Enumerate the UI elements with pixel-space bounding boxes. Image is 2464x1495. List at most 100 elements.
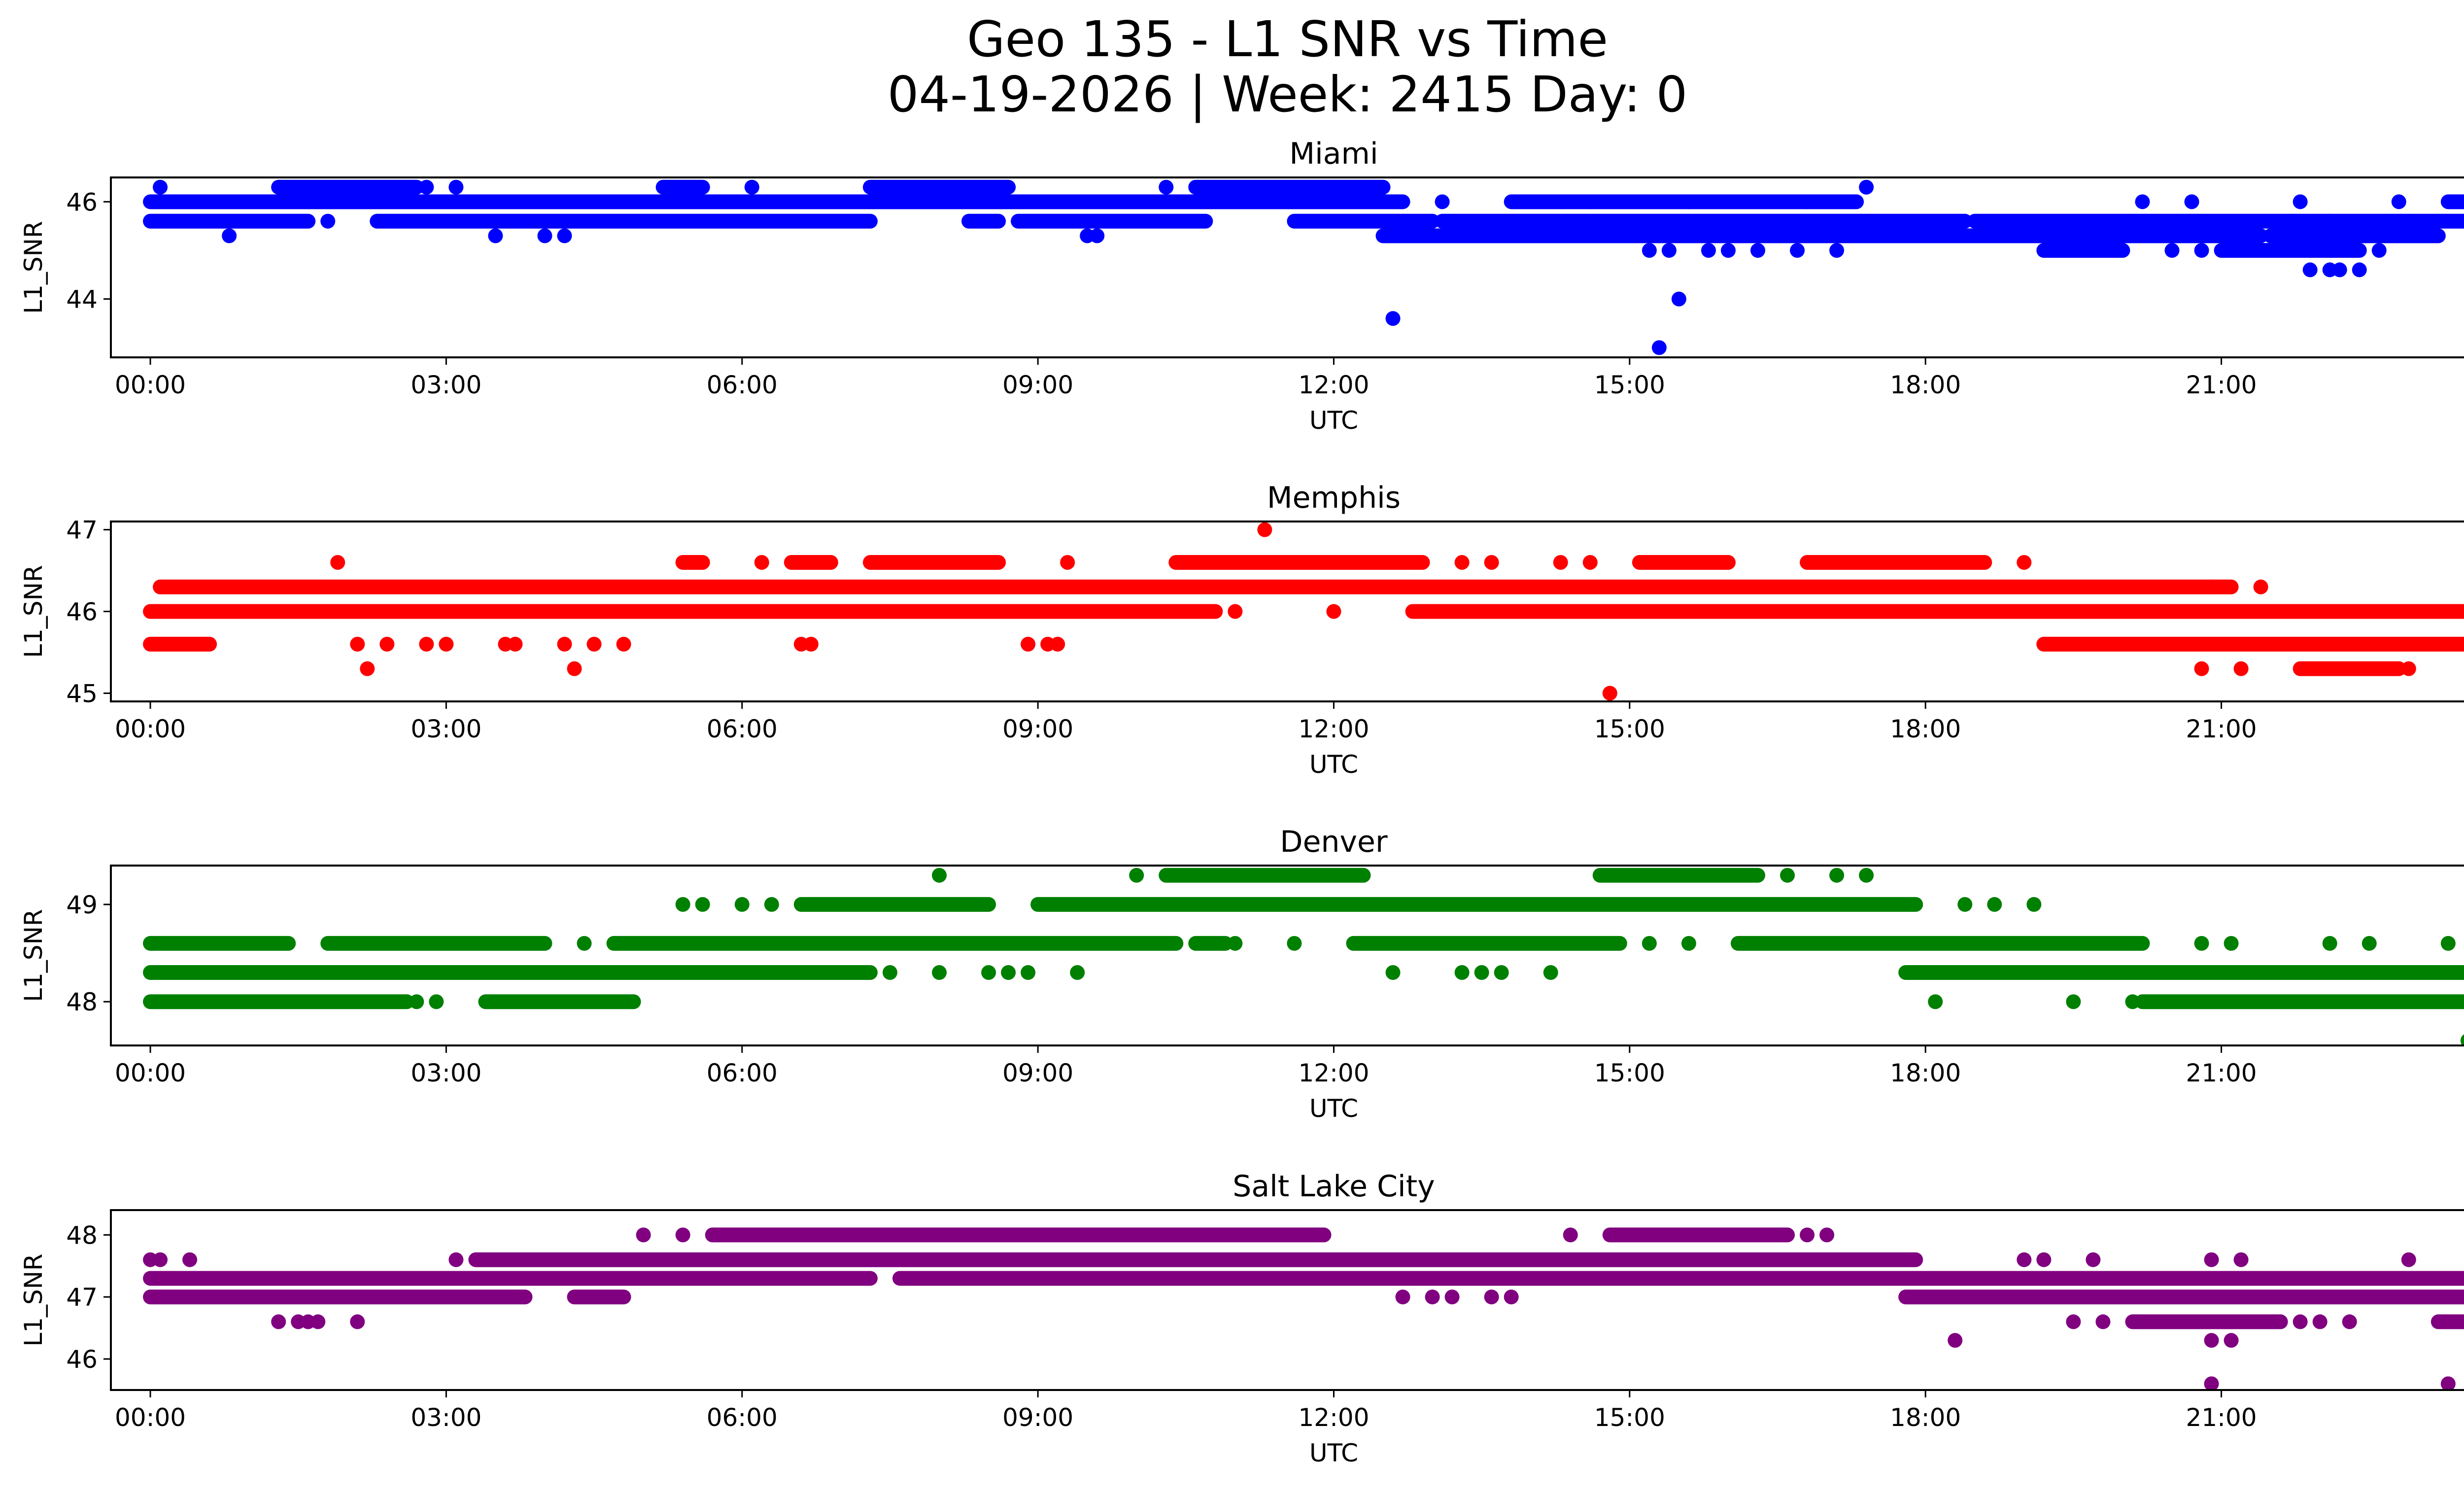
- data-point: [2401, 1252, 2416, 1267]
- y-axis-label: L1_SNR: [19, 565, 48, 658]
- data-point: [2233, 661, 2249, 676]
- x-axis-label: UTC: [1309, 406, 1358, 435]
- x-tick-label: 06:00: [707, 715, 778, 743]
- data-point: [488, 228, 503, 243]
- x-tick-label: 18:00: [1890, 371, 1961, 399]
- data-point: [2204, 1252, 2219, 1267]
- chart-panel-1: 00:00 03:00 06:00 09:00 12:00 15:00 18:00 21:00…: [19, 137, 2464, 435]
- chart-panel-4: 00:00 03:00 06:00 09:00 12:00 15:00 18:00 21:00…: [19, 1169, 2464, 1467]
- data-point: [2293, 1314, 2308, 1329]
- data-point: [616, 636, 631, 652]
- data-point: [379, 636, 395, 652]
- y-tick-label: 48: [66, 1221, 98, 1250]
- data-point: [1819, 1227, 1835, 1243]
- x-tick-label: 15:00: [1594, 715, 1665, 743]
- data-point: [1484, 1289, 1499, 1305]
- data-point: [1484, 555, 1499, 570]
- x-tick-label: 12:00: [1298, 715, 1369, 743]
- y-axis-label: L1_SNR: [19, 909, 48, 1002]
- data-point: [1829, 243, 1845, 258]
- data-point: [1444, 1289, 1460, 1305]
- data-point: [2224, 936, 2239, 951]
- data-point: [2194, 661, 2209, 676]
- data-point: [1681, 194, 1696, 209]
- x-tick-label: 09:00: [1002, 1403, 1073, 1432]
- data-point: [586, 636, 602, 652]
- data-point: [1928, 604, 1943, 619]
- y-axis-label: L1_SNR: [19, 1253, 48, 1347]
- data-point: [2194, 936, 2209, 951]
- data-point: [882, 965, 897, 980]
- y-tick-label: 47: [66, 1283, 98, 1312]
- data-point: [1957, 897, 1973, 912]
- data-point: [409, 994, 424, 1009]
- data-point: [1454, 965, 1470, 980]
- data-point: [1385, 965, 1401, 980]
- data-point: [1790, 243, 1805, 258]
- data-point: [695, 897, 710, 912]
- x-axis-label: UTC: [1309, 1439, 1358, 1467]
- axes-frame: [110, 865, 2464, 1046]
- data-point: [1090, 228, 1105, 243]
- data-point: [429, 994, 444, 1009]
- data-point: [2125, 994, 2140, 1009]
- y-tick-label: 46: [66, 1345, 98, 1374]
- chart-panel-2: 00:00 03:00 06:00 09:00 12:00 15:00 18:00 21:00…: [19, 481, 2464, 779]
- data-point: [1800, 1227, 1815, 1243]
- data-point: [1651, 340, 1667, 355]
- data-point: [2017, 1252, 2032, 1267]
- data-point: [932, 965, 947, 980]
- x-tick-label: 03:00: [411, 715, 481, 743]
- chart-title: Memphis: [1267, 481, 1401, 515]
- data-point: [2204, 579, 2219, 594]
- data-point: [182, 1252, 198, 1267]
- data-point: [1780, 868, 1795, 883]
- x-tick-label: 09:00: [1002, 371, 1073, 399]
- x-tick-label: 15:00: [1594, 1403, 1665, 1432]
- data-point: [2332, 262, 2347, 278]
- data-point: [1750, 243, 1766, 258]
- data-point: [508, 636, 523, 652]
- data-point: [439, 636, 454, 652]
- x-tick-label: 12:00: [1298, 371, 1369, 399]
- x-tick-label: 18:00: [1890, 1059, 1961, 1087]
- chart-title: Salt Lake City: [1232, 1169, 1435, 1204]
- x-tick-label: 15:00: [1594, 1059, 1665, 1087]
- data-point: [1435, 194, 1450, 209]
- data-point: [1563, 1227, 1578, 1243]
- data-point: [1326, 604, 1341, 619]
- data-point: [320, 213, 336, 229]
- data-point: [1287, 936, 1302, 951]
- data-point: [2352, 262, 2367, 278]
- y-tick-label: 47: [66, 516, 98, 545]
- data-point: [1681, 936, 1696, 951]
- x-tick-label: 00:00: [115, 371, 186, 399]
- data-point: [2184, 194, 2199, 209]
- data-point: [557, 228, 572, 243]
- data-point: [360, 661, 375, 676]
- data-point: [153, 179, 168, 195]
- data-point: [1543, 965, 1558, 980]
- data-point: [1661, 243, 1677, 258]
- x-tick-label: 03:00: [411, 1059, 481, 1087]
- data-point: [567, 661, 582, 676]
- data-point: [744, 179, 759, 195]
- data-point: [754, 555, 769, 570]
- data-point: [2017, 555, 2032, 570]
- data-point: [1642, 936, 1657, 951]
- x-axis-label: UTC: [1309, 1094, 1358, 1123]
- y-tick-label: 45: [66, 679, 98, 708]
- data-point: [1760, 1271, 1776, 1286]
- data-point: [1879, 604, 1894, 619]
- data-point: [1425, 1289, 1440, 1305]
- data-point: [419, 636, 434, 652]
- data-point: [1582, 555, 1598, 570]
- x-tick-label: 21:00: [2186, 1059, 2257, 1087]
- figure-title-line-2: 04-19-2026 | Week: 2415 Day: 0: [887, 66, 1688, 123]
- data-point: [1859, 868, 1874, 883]
- data-point: [2401, 661, 2416, 676]
- data-point: [1720, 243, 1736, 258]
- data-point: [2066, 1314, 2081, 1329]
- data-point: [350, 636, 365, 652]
- x-tick-label: 09:00: [1002, 715, 1073, 743]
